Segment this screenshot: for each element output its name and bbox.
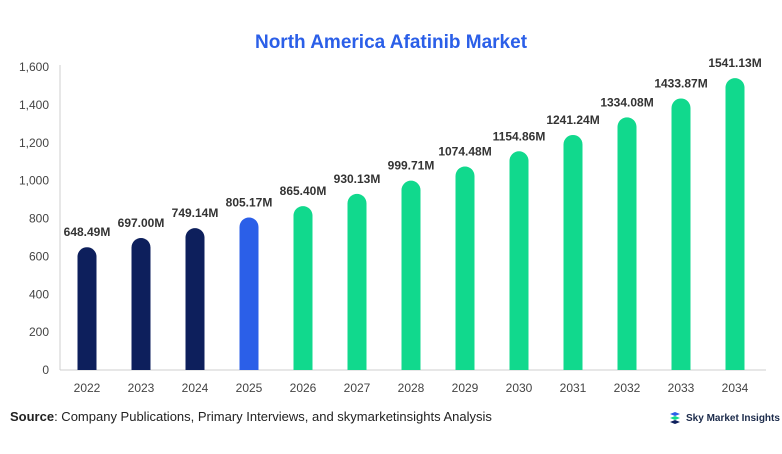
- y-tick-label: 1,400: [19, 98, 49, 112]
- bar: [131, 238, 151, 370]
- data-label: 1241.24M: [546, 113, 599, 127]
- bar: [347, 193, 367, 370]
- bar: [725, 78, 745, 371]
- bar-base: [131, 360, 151, 370]
- x-tick-label: 2022: [74, 381, 101, 395]
- bar-base: [239, 360, 259, 370]
- source-text: : Company Publications, Primary Intervie…: [54, 409, 492, 424]
- bar: [401, 180, 421, 370]
- y-tick-label: 200: [29, 325, 49, 339]
- y-tick-label: 800: [29, 212, 49, 226]
- y-tick-label: 1,200: [19, 136, 49, 150]
- data-label: 999.71M: [388, 159, 435, 173]
- source-note: Source: Company Publications, Primary In…: [10, 409, 492, 424]
- data-label: 1334.08M: [600, 95, 653, 109]
- bar-base: [617, 360, 637, 370]
- data-label: 1541.13M: [708, 56, 761, 70]
- x-tick-label: 2023: [128, 381, 155, 395]
- data-label: 1074.48M: [438, 145, 491, 159]
- bar: [455, 166, 475, 370]
- y-tick-label: 1,000: [19, 174, 49, 188]
- bar-base: [671, 360, 691, 370]
- x-tick-label: 2030: [506, 381, 533, 395]
- y-tick-label: 600: [29, 249, 49, 263]
- x-tick-label: 2031: [560, 381, 587, 395]
- data-label: 805.17M: [226, 196, 273, 210]
- bar: [293, 206, 313, 370]
- x-tick-label: 2024: [182, 381, 209, 395]
- data-label: 865.40M: [280, 184, 327, 198]
- source-label: Source: [10, 409, 55, 424]
- x-tick-label: 2026: [290, 381, 317, 395]
- bar: [617, 117, 637, 370]
- data-label: 697.00M: [118, 216, 165, 230]
- bar: [77, 247, 97, 370]
- bar: [185, 228, 205, 370]
- brand-logo: Sky Market Insights: [668, 411, 780, 425]
- data-label: 1154.86M: [493, 129, 546, 143]
- data-label: 648.49M: [64, 225, 111, 239]
- bar-base: [401, 360, 421, 370]
- x-tick-label: 2033: [668, 381, 695, 395]
- data-label: 930.13M: [334, 172, 381, 186]
- bar: [239, 217, 259, 370]
- y-tick-label: 1,600: [19, 60, 49, 74]
- x-tick-label: 2034: [722, 381, 749, 395]
- data-label: 749.14M: [172, 206, 219, 220]
- bar-base: [725, 360, 745, 370]
- bar-base: [509, 360, 529, 370]
- x-tick-label: 2029: [452, 381, 479, 395]
- bar-base: [347, 360, 367, 370]
- x-tick-label: 2028: [398, 381, 425, 395]
- brand-name: Sky Market Insights: [686, 412, 780, 424]
- bar-base: [455, 360, 475, 370]
- y-tick-label: 400: [29, 287, 49, 301]
- bar-base: [77, 360, 97, 370]
- sky-market-insights-logo-icon: [670, 412, 680, 424]
- data-label: 1433.87M: [654, 76, 707, 90]
- bar-base: [185, 360, 205, 370]
- x-tick-label: 2032: [614, 381, 641, 395]
- x-tick-label: 2027: [344, 381, 371, 395]
- bar: [671, 98, 691, 370]
- y-tick-label: 0: [42, 363, 49, 377]
- bar: [563, 134, 583, 370]
- bar-base: [563, 360, 583, 370]
- x-tick-label: 2025: [236, 381, 263, 395]
- bar-base: [293, 360, 313, 370]
- bar: [509, 151, 529, 370]
- chart-title: North America Afatinib Market: [254, 32, 528, 53]
